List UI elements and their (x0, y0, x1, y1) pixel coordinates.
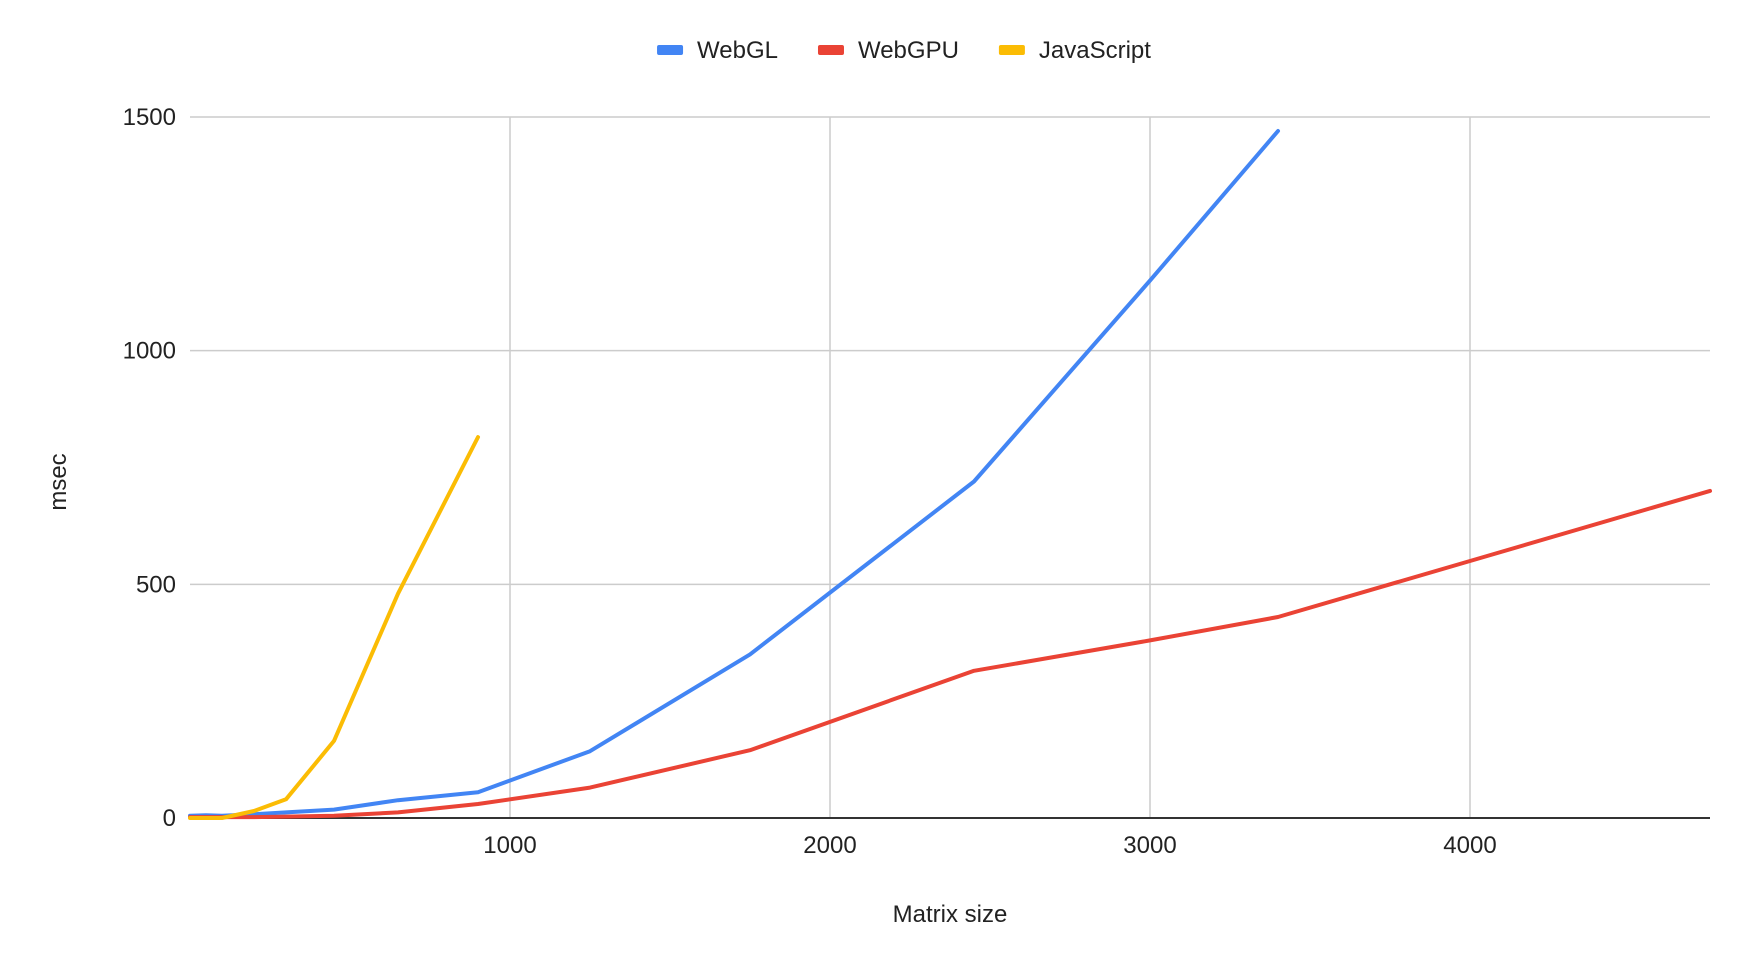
x-tick-label: 2000 (803, 832, 856, 859)
x-tick-label: 4000 (1443, 832, 1496, 859)
y-tick-label: 0 (163, 805, 176, 832)
legend-item-webgpu: WebGPU (817, 37, 959, 64)
x-axis-title: Matrix size (893, 901, 1008, 928)
series-layer (188, 129, 1712, 820)
legend-item-javascript: JavaScript (998, 37, 1151, 64)
axis-layer: 0 500 1000 1500 1000 2000 3000 4000 (123, 104, 1710, 859)
y-tick-label: 1000 (123, 338, 176, 365)
legend-label-webgl: WebGL (697, 37, 778, 64)
x-tick-label: 1000 (483, 832, 536, 859)
legend-item-webgl: WebGL (657, 37, 778, 64)
x-tick-label: 3000 (1123, 832, 1176, 859)
series-line-javascript (188, 435, 480, 820)
series-line-webgl (188, 129, 1280, 818)
legend-label-webgpu: WebGPU (858, 37, 959, 64)
legend-swatch-webgpu (817, 45, 844, 55)
series-line-webgpu (188, 488, 1712, 820)
legend-label-javascript: JavaScript (1039, 37, 1151, 64)
y-tick-label: 500 (136, 571, 176, 598)
grid-layer (190, 116, 1710, 818)
legend-swatch-javascript (998, 45, 1025, 55)
y-tick-label: 1500 (123, 104, 176, 131)
legend: WebGL WebGPU JavaScript (657, 37, 1151, 64)
legend-swatch-webgl (657, 45, 684, 55)
y-axis-title: msec (45, 453, 72, 510)
